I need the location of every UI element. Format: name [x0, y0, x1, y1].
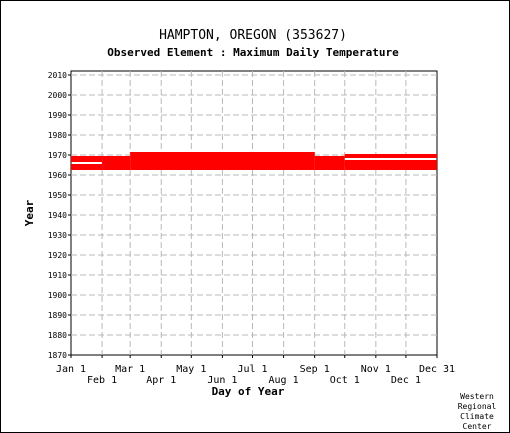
- y-tick-label: 1890: [48, 311, 67, 320]
- y-tick-label: 1920: [48, 251, 67, 260]
- x-tick-labels: Jan 1 Mar 1 May 1 Jul 1 Sep 1 Nov 1 Dec 31 Feb …: [56, 364, 455, 386]
- y-tick-label: 2010: [48, 71, 67, 80]
- y-tick-label: 1910: [48, 271, 67, 280]
- x-tick-label: Jun 1: [207, 375, 237, 386]
- y-axis-label: Year: [23, 199, 36, 226]
- y-tick-label: 1960: [48, 171, 67, 180]
- x-tick-label: Apr 1: [146, 375, 176, 386]
- data-band: [344, 160, 437, 170]
- y-tick-label: 1880: [48, 331, 67, 340]
- grid-layer: [68, 71, 438, 358]
- bars-layer: [71, 152, 437, 170]
- y-tick-label: 1930: [48, 231, 67, 240]
- x-tick-label: Mar 1: [115, 364, 145, 375]
- y-tick-label: 1970: [48, 151, 67, 160]
- x-tick-label: Oct 1: [330, 375, 360, 386]
- y-tick-label: 1990: [48, 111, 67, 120]
- x-axis-label: Day of Year: [212, 385, 285, 398]
- data-band: [344, 154, 437, 158]
- x-tick-label: Dec 31: [419, 364, 455, 375]
- y-tick-label: 1950: [48, 191, 67, 200]
- x-tick-label: Aug 1: [269, 375, 299, 386]
- data-band: [130, 152, 315, 170]
- y-tick-label: 2000: [48, 91, 67, 100]
- chart-title: HAMPTON, OREGON (353627): [159, 28, 347, 43]
- credit-line: Western: [460, 392, 494, 401]
- y-tick-label: 1900: [48, 291, 67, 300]
- data-band: [71, 156, 103, 162]
- chart-subtitle: Observed Element : Maximum Daily Tempera…: [107, 46, 399, 59]
- data-band: [102, 156, 131, 170]
- credit-line: Climate: [460, 412, 494, 421]
- credit-line: Regional: [458, 402, 497, 411]
- y-tick-label: 1940: [48, 211, 67, 220]
- x-tick-label: May 1: [176, 364, 206, 375]
- credit-block: Western Regional Climate Center: [458, 392, 497, 431]
- data-band: [314, 156, 345, 170]
- y-tick-labels: 1870 1880 1890 1900 1910 1920 1930 1940 1950 1960…: [48, 71, 67, 360]
- x-tick-label: Jan 1: [56, 364, 86, 375]
- y-tick-label: 1980: [48, 131, 67, 140]
- x-tick-label: Jul 1: [237, 364, 267, 375]
- x-tick-label: Dec 1: [391, 375, 421, 386]
- credit-line: Center: [463, 422, 492, 431]
- data-band: [71, 164, 103, 170]
- x-tick-label: Feb 1: [87, 375, 117, 386]
- x-tick-label: Nov 1: [361, 364, 391, 375]
- plot-frame: [70, 70, 438, 356]
- x-tick-label: Sep 1: [300, 364, 330, 375]
- y-tick-label: 1870: [48, 351, 67, 360]
